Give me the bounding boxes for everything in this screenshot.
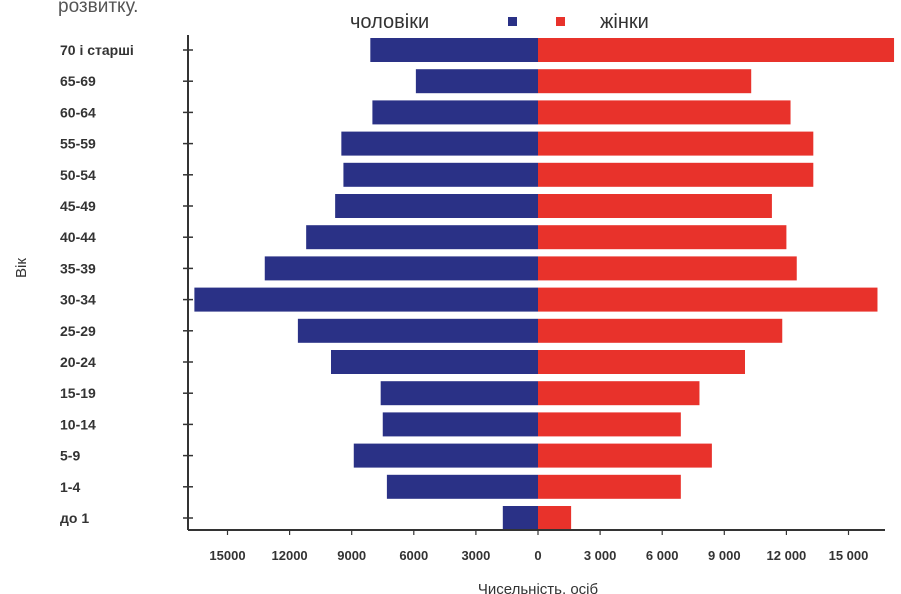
legend-label-men: чоловіки [350, 11, 429, 33]
y-tick-label: 10-14 [60, 416, 96, 432]
x-tick-label: 15000 [209, 548, 245, 563]
y-tick-label: 5-9 [60, 448, 80, 464]
y-tick-label: 40-44 [60, 229, 96, 245]
x-tick-label: 12 000 [767, 548, 807, 563]
bar-men-55-59 [341, 131, 538, 156]
bar-women-10-14 [538, 412, 681, 437]
legend-swatch-women [556, 17, 565, 26]
bar-women-20-24 [538, 350, 745, 374]
caption-text: розвитку. [58, 0, 139, 17]
bar-men-60-64 [372, 100, 538, 125]
y-tick-label: 35-39 [60, 260, 96, 276]
bar-women-25-29 [538, 318, 783, 343]
bar-men-15-19 [380, 381, 538, 406]
x-axis-title: Чисельність, осіб [478, 581, 598, 594]
x-tick-label: 3000 [461, 548, 490, 563]
bar-women-1-4 [538, 474, 681, 499]
bar-women-65-69 [538, 69, 752, 94]
bar-men-65-69 [415, 69, 538, 94]
y-tick-label: 55-59 [60, 136, 96, 152]
bar-women-15-19 [538, 381, 700, 406]
y-tick-label: 45-49 [60, 198, 96, 214]
x-tick-label: 9 000 [708, 548, 741, 563]
bar-men-40-44 [306, 225, 538, 250]
bar-women-5-9 [538, 443, 712, 468]
bar-women-45-49 [538, 194, 772, 218]
bar-women-до-1 [538, 506, 572, 530]
bar-men-35-39 [264, 256, 538, 281]
x-tick-label: 6000 [399, 548, 428, 563]
bar-women-60-64 [538, 100, 791, 125]
y-tick-label: 65-69 [60, 73, 96, 89]
legend-label-women: жінки [600, 11, 649, 33]
bar-men-30-34 [194, 287, 538, 312]
bar-men-70-і-старші [370, 38, 538, 62]
y-tick-label: 60-64 [60, 104, 96, 120]
y-tick-label: 30-34 [60, 292, 96, 308]
y-axis-title: Вік [13, 258, 30, 278]
x-tick-label: 0 [534, 548, 541, 563]
bar-men-25-29 [297, 318, 538, 343]
bar-men-20-24 [331, 350, 538, 374]
x-tick-label: 3 000 [584, 548, 617, 563]
y-tick-label: 70 і старші [60, 42, 134, 58]
bar-men-5-9 [353, 443, 538, 468]
bar-men-50-54 [343, 162, 538, 187]
y-tick-label: до 1 [60, 510, 89, 526]
x-tick-label: 9000 [337, 548, 366, 563]
y-tick-label: 20-24 [60, 354, 96, 370]
y-tick-label: 15-19 [60, 385, 96, 401]
bar-women-50-54 [538, 162, 814, 187]
y-tick-label: 50-54 [60, 167, 96, 183]
legend-swatch-men [508, 17, 517, 26]
bar-men-10-14 [382, 412, 538, 437]
x-tick-label: 12000 [272, 548, 308, 563]
bar-men-до-1 [502, 506, 538, 530]
x-tick-label: 6 000 [646, 548, 679, 563]
bar-women-40-44 [538, 225, 787, 250]
bar-women-70-і-старші [538, 38, 895, 62]
y-tick-label: 25-29 [60, 323, 96, 339]
bar-men-1-4 [386, 474, 538, 499]
x-tick-label: 15 000 [829, 548, 869, 563]
bar-women-35-39 [538, 256, 797, 281]
bar-women-30-34 [538, 287, 878, 312]
bar-men-45-49 [335, 194, 538, 218]
y-tick-label: 1-4 [60, 479, 80, 495]
bar-women-55-59 [538, 131, 814, 156]
